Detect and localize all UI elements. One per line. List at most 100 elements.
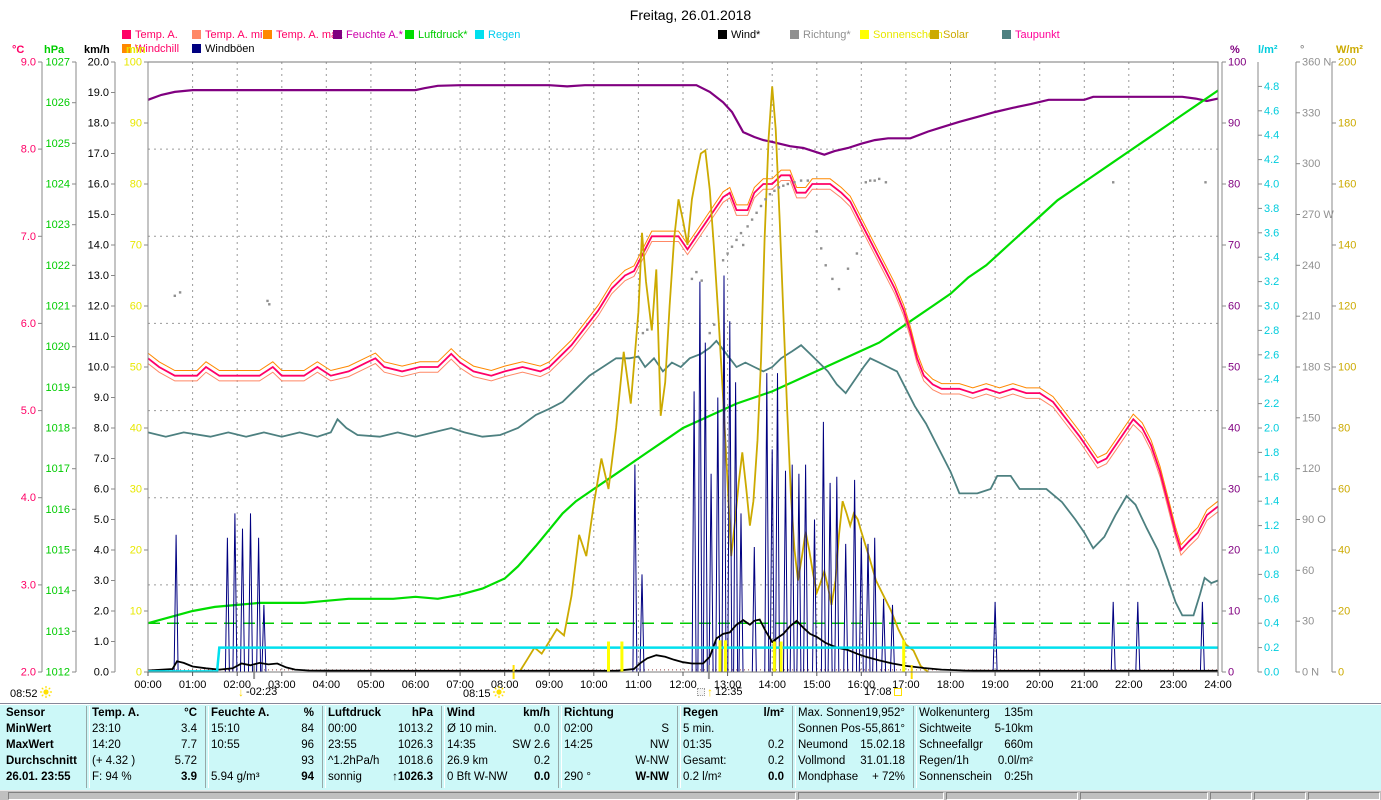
table-cell: 15:10 84 [211, 723, 314, 735]
svg-text:15.0: 15.0 [88, 209, 109, 221]
table-cell: (+ 4.32 ) 5.72 [92, 755, 197, 767]
table-cell: 14:25 NW [564, 739, 669, 751]
annotation-text: -02:23 [246, 686, 278, 698]
legend-label: Wind* [731, 28, 761, 41]
series-feuchte [147, 84, 1219, 156]
svg-text:1012: 1012 [46, 667, 70, 679]
legend-item-solar[interactable]: Solar [930, 29, 969, 41]
table-col-header: Richtung [564, 707, 614, 719]
legend-item-richtung[interactable]: Richtung* [790, 29, 851, 41]
svg-text:90: 90 [130, 118, 142, 130]
svg-text:4.8: 4.8 [1264, 81, 1279, 93]
svg-text:360 N: 360 N [1302, 57, 1331, 69]
table-col-regen: Regen l/m² 5 min. 01:35 0.2 Gesamt: 0.2 0.2 l/m… [683, 704, 786, 791]
table-separator [913, 706, 917, 788]
table-cell-value: NW [649, 739, 669, 751]
svg-text:12:00: 12:00 [669, 679, 697, 691]
svg-text:160: 160 [1338, 179, 1356, 191]
regen-swatch-icon [475, 30, 484, 39]
svg-text:13.0: 13.0 [88, 270, 109, 282]
sonnenschein-swatch-icon [860, 30, 869, 39]
table-cell-value: 1013.2 [397, 723, 433, 735]
table-separator [558, 706, 562, 788]
svg-text:02:00: 02:00 [223, 679, 251, 691]
axis-unit-l/m²: l/m² [1258, 44, 1278, 56]
table-cell-value: 19,952° [865, 707, 905, 719]
svg-text:1.0: 1.0 [1264, 545, 1279, 557]
legend-item-windboeen[interactable]: Windböen [192, 43, 255, 55]
legend-item-regen[interactable]: Regen [475, 29, 520, 41]
table-col-luftdruck: Luftdruck hPa 00:00 1013.2 23:55 1026.3 ^1.2hP… [328, 704, 435, 791]
svg-text:50: 50 [1228, 362, 1240, 374]
svg-text:1021: 1021 [46, 301, 70, 313]
series-taupunkt [147, 339, 1219, 617]
svg-text:0.6: 0.6 [1264, 593, 1279, 605]
svg-text:30: 30 [1228, 484, 1240, 496]
svg-text:3.6: 3.6 [1264, 227, 1279, 239]
table-cell: Mondphase + 72% [798, 771, 905, 783]
table-cell-value: 1018.6 [397, 755, 433, 767]
time-annotation: 08:15 [463, 686, 505, 701]
table-row-label: 26.01. 23:55 [6, 771, 71, 783]
table-col-header: Temp. A. °C [92, 707, 197, 719]
svg-text:100: 100 [124, 57, 142, 69]
svg-text:04:00: 04:00 [313, 679, 341, 691]
table-row-label: MinWert [6, 723, 52, 735]
svg-text:20:00: 20:00 [1026, 679, 1054, 691]
svg-text:01:00: 01:00 [179, 679, 207, 691]
axis-kmh: 20.0 19.0 18.0 17.0 16.0 15.0 14.0 13.0 12.0 11.0… [88, 57, 116, 679]
table-cell: 23:10 3.4 [92, 723, 197, 735]
legend-item-temp[interactable]: Temp. A. [122, 29, 178, 41]
svg-text:20: 20 [1228, 545, 1240, 557]
table-cell: 0.2 l/m² 0.0 [683, 771, 784, 783]
legend-label: Taupunkt [1015, 28, 1060, 41]
status-panel [946, 792, 1078, 800]
status-panel [8, 792, 796, 800]
windchill-swatch-icon [122, 44, 131, 53]
table-cell: ^1.2hPa/h 1018.6 [328, 755, 433, 767]
table-cell: 14:20 7.7 [92, 739, 197, 751]
table-cell: 5 min. [683, 723, 715, 735]
table-cell-value: 0.0 [534, 771, 550, 783]
table-col-unit: l/m² [763, 707, 784, 719]
table-cell-value: 5-10km [994, 723, 1033, 735]
svg-text:0.0: 0.0 [94, 667, 109, 679]
svg-text:14:00: 14:00 [758, 679, 786, 691]
svg-text:9.0: 9.0 [21, 57, 36, 69]
table-cell-value: 15.02.18 [860, 739, 905, 751]
table-cell: 93 [211, 755, 316, 770]
svg-text:1.2: 1.2 [1264, 520, 1279, 532]
svg-text:07:00: 07:00 [446, 679, 474, 691]
svg-text:4.0: 4.0 [21, 492, 36, 504]
legend-item-luftdruck[interactable]: Luftdruck* [405, 29, 468, 41]
legend-item-temp-max[interactable]: Temp. A. max [263, 29, 343, 41]
svg-text:11:00: 11:00 [625, 679, 652, 691]
table-col-wind: Wind km/h Ø 10 min. 0.0 14:35 SW 2.6 26.9 km 0.… [447, 704, 552, 791]
svg-text:12.0: 12.0 [88, 301, 109, 313]
table-cell-value: 0.0 [534, 723, 550, 735]
annotation-text: 08:15 [463, 687, 491, 700]
svg-text:80: 80 [130, 179, 142, 191]
sun-outline-icon [893, 688, 902, 696]
legend-item-sonnenschein[interactable]: Sonnenschein [860, 29, 943, 41]
status-panel [798, 792, 944, 800]
table-separator [792, 706, 796, 788]
table-cell: 10:55 96 [211, 739, 314, 751]
legend-item-wind[interactable]: Wind* [718, 28, 761, 41]
legend-label: Windchill [135, 42, 180, 55]
legend-item-feuchte[interactable]: Feuchte A.* [333, 29, 403, 41]
axis-unit-°C: °C [12, 44, 25, 56]
table-cell-value: 0.0 [768, 771, 784, 783]
svg-text:09:00: 09:00 [536, 679, 564, 691]
svg-text:2.2: 2.2 [1264, 398, 1279, 410]
legend-item-taupunkt[interactable]: Taupunkt [1002, 28, 1060, 41]
time-annotation: 08:52 [10, 686, 52, 701]
svg-text:90: 90 [1228, 118, 1240, 130]
svg-text:1015: 1015 [46, 545, 70, 557]
legend-item-temp-min[interactable]: Temp. A. min [192, 29, 269, 41]
legend-item-windchill[interactable]: Windchill [122, 42, 180, 55]
svg-text:8.0: 8.0 [21, 144, 36, 156]
svg-text:180 S: 180 S [1302, 362, 1331, 374]
svg-text:3.0: 3.0 [21, 579, 36, 591]
svg-text:4.2: 4.2 [1264, 154, 1279, 166]
